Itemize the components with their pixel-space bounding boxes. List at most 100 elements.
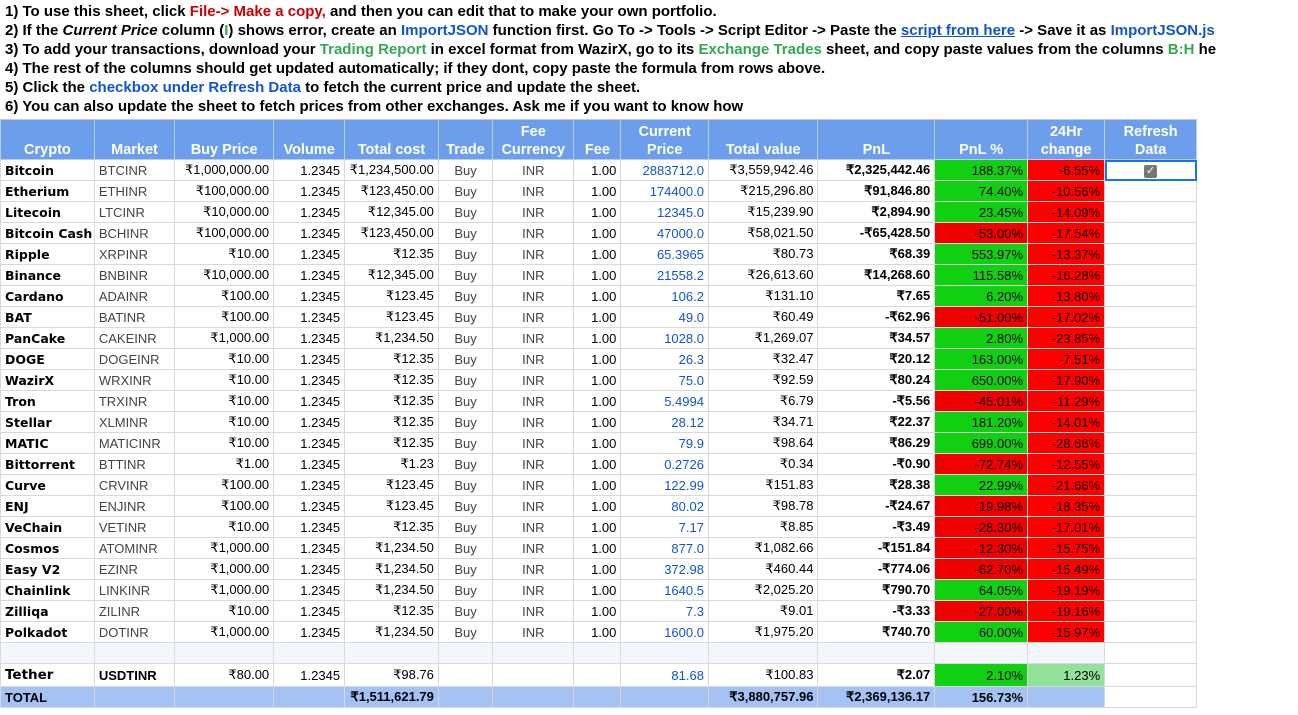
cell-buy-price[interactable]: ₹1,000.00 xyxy=(174,621,275,643)
refresh-cell[interactable] xyxy=(1104,537,1197,559)
cell-total-value[interactable]: ₹15,239.90 xyxy=(707,201,819,223)
cell-buy-price[interactable]: ₹80.00 xyxy=(174,663,275,687)
cell-buy-price[interactable]: ₹100,000.00 xyxy=(174,222,275,244)
cell-fee[interactable]: 1.00 xyxy=(573,600,622,622)
cell-fee-currency[interactable]: INR xyxy=(492,306,575,328)
refresh-cell[interactable] xyxy=(1104,453,1197,475)
cell-current-price[interactable]: 7.3 xyxy=(620,600,709,622)
refresh-cell[interactable] xyxy=(1104,411,1197,433)
cell-24hr-change[interactable]: -21.66% xyxy=(1027,474,1106,496)
refresh-checkbox-cell[interactable]: ✓ xyxy=(1104,159,1197,181)
cell-crypto[interactable]: PanCake xyxy=(0,327,95,349)
cell-crypto[interactable]: Polkadot xyxy=(0,621,95,643)
cell-market[interactable]: DOTINR xyxy=(93,621,176,643)
cell-current-price[interactable]: 5.4994 xyxy=(620,390,709,412)
cell-total-cost[interactable]: ₹12.35 xyxy=(344,243,439,265)
cell-crypto[interactable]: Zilliqa xyxy=(0,600,95,622)
refresh-cell[interactable] xyxy=(1104,474,1197,496)
cell-24hr-change[interactable]: -6.55% xyxy=(1027,159,1106,181)
cell-total-cost[interactable]: ₹1,234.50 xyxy=(344,621,439,643)
cell-current-price[interactable]: 1028.0 xyxy=(620,327,709,349)
cell-current-price[interactable]: 122.99 xyxy=(620,474,709,496)
cell-total-value[interactable]: ₹26,613.60 xyxy=(707,264,819,286)
cell-24hr-change[interactable]: -12.55% xyxy=(1027,453,1106,475)
cell-fee[interactable]: 1.00 xyxy=(573,516,622,538)
refresh-cell[interactable] xyxy=(1104,327,1197,349)
cell-current-price[interactable]: 80.02 xyxy=(620,495,709,517)
refresh-cell[interactable] xyxy=(1104,432,1197,454)
cell-trade[interactable]: Buy xyxy=(437,621,494,643)
cell-current-price[interactable]: 1640.5 xyxy=(620,579,709,601)
cell-buy-price[interactable]: ₹100.00 xyxy=(174,474,275,496)
cell-pnl[interactable]: -₹3.49 xyxy=(817,516,936,538)
cell-total-value[interactable]: ₹215,296.80 xyxy=(707,180,819,202)
cell-pnl[interactable]: ₹740.70 xyxy=(817,621,936,643)
cell-volume[interactable]: 1.2345 xyxy=(273,516,346,538)
header-fee[interactable]: Fee xyxy=(573,119,622,160)
header-total-cost[interactable]: Total cost xyxy=(344,119,439,160)
cell-fee-currency[interactable]: INR xyxy=(492,432,575,454)
cell-fee[interactable]: 1.00 xyxy=(573,222,622,244)
cell-volume[interactable]: 1.2345 xyxy=(273,474,346,496)
header-market[interactable]: Market xyxy=(93,119,176,160)
cell-total-cost[interactable]: ₹123,450.00 xyxy=(344,222,439,244)
cell-volume[interactable]: 1.2345 xyxy=(273,495,346,517)
cell-buy-price[interactable]: ₹10.00 xyxy=(174,600,275,622)
cell-pnl[interactable]: -₹5.56 xyxy=(817,390,936,412)
cell-crypto[interactable]: WazirX xyxy=(0,369,95,391)
script-link[interactable]: script from here xyxy=(900,22,1016,39)
cell-total-value[interactable]: ₹151.83 xyxy=(707,474,819,496)
cell-crypto[interactable]: Litecoin xyxy=(0,201,95,223)
cell-buy-price[interactable]: ₹100.00 xyxy=(174,495,275,517)
cell-24hr-change[interactable]: -10.56% xyxy=(1027,180,1106,202)
cell-market[interactable]: LINKINR xyxy=(93,579,176,601)
cell-trade[interactable]: Buy xyxy=(437,390,494,412)
cell-crypto[interactable]: Tether xyxy=(0,663,95,687)
cell-trade[interactable]: Buy xyxy=(437,516,494,538)
cell-fee[interactable]: 1.00 xyxy=(573,621,622,643)
cell-buy-price[interactable]: ₹1,000,000.00 xyxy=(174,159,275,181)
cell-fee[interactable]: 1.00 xyxy=(573,432,622,454)
cell-current-price[interactable]: 28.12 xyxy=(620,411,709,433)
cell-current-price[interactable]: 2883712.0 xyxy=(620,159,709,181)
cell-fee[interactable]: 1.00 xyxy=(573,411,622,433)
cell-24hr-change[interactable]: -17.02% xyxy=(1027,306,1106,328)
cell-pnl[interactable]: ₹2,894.90 xyxy=(817,201,936,223)
cell-market[interactable]: BCHINR xyxy=(93,222,176,244)
cell-trade[interactable]: Buy xyxy=(437,159,494,181)
cell-current-price[interactable]: 12345.0 xyxy=(620,201,709,223)
cell-total-cost[interactable]: ₹12.35 xyxy=(344,600,439,622)
cell-pnl[interactable]: -₹151.84 xyxy=(817,537,936,559)
cell-fee-currency[interactable]: INR xyxy=(492,600,575,622)
refresh-cell[interactable] xyxy=(1104,264,1197,286)
cell-trade[interactable]: Buy xyxy=(437,201,494,223)
cell-pnl-pct[interactable]: -27.00% xyxy=(934,600,1029,622)
cell-current-price[interactable]: 26.3 xyxy=(620,348,709,370)
cell-total-cost[interactable]: ₹123.45 xyxy=(344,474,439,496)
cell-fee-currency[interactable]: INR xyxy=(492,327,575,349)
cell-buy-price[interactable]: ₹10.00 xyxy=(174,411,275,433)
cell-market[interactable]: BTTINR xyxy=(93,453,176,475)
cell-pnl-pct[interactable]: 2.80% xyxy=(934,327,1029,349)
cell-fee[interactable]: 1.00 xyxy=(573,327,622,349)
cell-total-cost[interactable]: ₹1,234.50 xyxy=(344,327,439,349)
cell-fee-currency[interactable]: INR xyxy=(492,537,575,559)
cell-24hr-change[interactable]: 1.23% xyxy=(1027,663,1106,687)
cell-pnl[interactable]: ₹91,846.80 xyxy=(817,180,936,202)
cell-total-value[interactable]: ₹98.78 xyxy=(707,495,819,517)
cell-24hr-change[interactable]: -15.75% xyxy=(1027,537,1106,559)
cell-current-price[interactable]: 65.3965 xyxy=(620,243,709,265)
cell-fee-currency[interactable]: INR xyxy=(492,285,575,307)
cell-total-cost[interactable]: ₹123,450.00 xyxy=(344,180,439,202)
cell-24hr-change[interactable]: -28.66% xyxy=(1027,432,1106,454)
cell-trade[interactable]: Buy xyxy=(437,579,494,601)
cell-total-value[interactable]: ₹60.49 xyxy=(707,306,819,328)
cell-total-cost[interactable]: ₹123.45 xyxy=(344,306,439,328)
cell-volume[interactable]: 1.2345 xyxy=(273,453,346,475)
cell-24hr-change[interactable]: -19.19% xyxy=(1027,579,1106,601)
cell-buy-price[interactable]: ₹1,000.00 xyxy=(174,537,275,559)
refresh-cell[interactable] xyxy=(1104,600,1197,622)
cell-buy-price[interactable]: ₹10.00 xyxy=(174,432,275,454)
cell-fee-currency[interactable]: INR xyxy=(492,621,575,643)
cell-buy-price[interactable]: ₹1,000.00 xyxy=(174,558,275,580)
